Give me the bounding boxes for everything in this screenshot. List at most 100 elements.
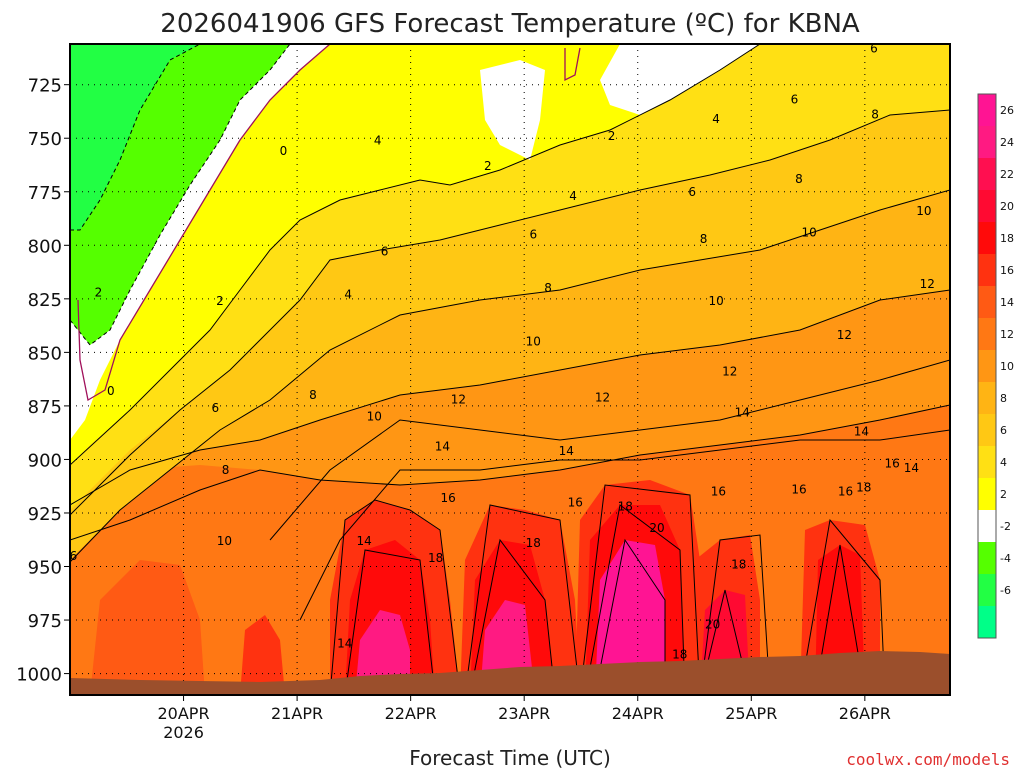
isotherm-10: [70, 404, 950, 541]
contour-label: 14: [904, 461, 919, 475]
contour-label: 16: [838, 485, 853, 499]
contour-label: 2: [608, 129, 616, 143]
colorbar-band: [978, 94, 996, 126]
colorbar-frame: [977, 93, 997, 639]
colorbar-band: [978, 414, 996, 446]
contour-label: 18: [618, 500, 633, 514]
x-tick-label-26APR: 26APR: [839, 704, 891, 723]
contour-label: 10: [708, 294, 723, 308]
contour-label: 14: [356, 534, 371, 548]
y-tick-label-875: 875: [28, 397, 62, 418]
x-tick-label-20APR: 20APR: [158, 704, 210, 723]
contour-label: 14: [854, 425, 869, 439]
contour-label: 18: [526, 536, 541, 550]
colorbar-tick-label: -4: [1000, 552, 1011, 565]
contour-label: 16: [568, 495, 583, 509]
contour-label: 12: [837, 328, 852, 342]
y-tick-label-900: 900: [28, 450, 62, 471]
warm-core-20apr: [90, 560, 205, 695]
contour-label: 18: [856, 480, 871, 494]
contour-label: 6: [688, 185, 696, 199]
isotherm-0: [77, 44, 331, 402]
contour-label: 10: [367, 410, 382, 424]
y-tick-label-750: 750: [28, 129, 62, 150]
colorbar-tick-label: 16: [1000, 264, 1014, 277]
colorbar-band: [978, 510, 996, 542]
colorbar-band: [978, 158, 996, 190]
colorbar-tick-label: 12: [1000, 328, 1014, 341]
warm-core-24apr-pink: [595, 540, 665, 695]
contour-label: 6: [791, 93, 799, 107]
contour-label: 16: [440, 491, 455, 505]
contour-label: 14: [735, 405, 750, 419]
contour-label: 18: [731, 557, 746, 571]
colorbar-band: [978, 478, 996, 510]
contour-label: 4: [374, 133, 382, 147]
plot-area: 2062044668108101414161812142246810121416…: [70, 44, 950, 695]
x-tick-label-22APR: 22APR: [385, 704, 437, 723]
contour-label: 16: [884, 457, 899, 471]
contour-label: 8: [700, 232, 708, 246]
isotherm-0-upper: [564, 47, 581, 82]
isotherm-lines: [70, 44, 950, 695]
isotherm-minus2: [70, 44, 291, 346]
contour-label: 18: [428, 551, 443, 565]
colorbar: 26 24 22 20 18 16 14 12 10 8 6 4 2 -2 -4 -6: [977, 93, 1014, 639]
contour-label: 6: [381, 245, 389, 259]
y-tick-label-1000: 1000: [16, 665, 62, 686]
gridlines: [70, 44, 950, 695]
colorbar-band: [978, 446, 996, 478]
isotherm-16: [329, 484, 886, 695]
isotherm-18: [344, 504, 866, 695]
contour-label: 0: [280, 144, 288, 158]
isotherm-14: [299, 429, 950, 621]
colorbar-tick-label: 8: [1000, 392, 1007, 405]
isotherm-minus4: [70, 44, 201, 231]
contour-label: 16: [791, 482, 806, 496]
y-tick-label-975: 975: [28, 611, 62, 632]
contour-label: 10: [217, 534, 232, 548]
y-tick-label-850: 850: [28, 343, 62, 364]
colorbar-band: [978, 222, 996, 254]
contour-label: 8: [309, 388, 317, 402]
colorbar-tick-label: -2: [1000, 520, 1011, 533]
contour-label: 8: [544, 281, 552, 295]
ground-surface: [70, 651, 950, 695]
colorbar-tick-label: 4: [1000, 456, 1007, 469]
x-tick-label-23APR: 23APR: [498, 704, 550, 723]
contour-label: 14: [435, 440, 450, 454]
contour-label: 2: [95, 285, 103, 299]
contour-label: 8: [871, 108, 879, 122]
colorbar-band: [978, 574, 996, 606]
band-2c: [70, 44, 760, 465]
contour-label: 10: [802, 225, 817, 239]
contour-label: 12: [920, 277, 935, 291]
colorbar-tick-label: 6: [1000, 424, 1007, 437]
colorbar-band: [978, 254, 996, 286]
contour-label: 4: [344, 288, 352, 302]
warm-core-22apr-pink: [355, 610, 410, 695]
contour-label: 2: [216, 294, 224, 308]
colorbar-tick-label: 26: [1000, 104, 1014, 117]
colorbar-band: [978, 382, 996, 414]
colorbar-band: [978, 190, 996, 222]
colorbar-band: [978, 606, 996, 638]
isotherm-6: [70, 189, 950, 563]
y-tick-label-825: 825: [28, 290, 62, 311]
x-tick-sublabel-2026: 2026: [163, 723, 204, 742]
plot-frame: [69, 43, 951, 696]
band-minus4c-green: [70, 44, 200, 230]
colorbar-band: [978, 126, 996, 158]
colorbar-tick-label: 14: [1000, 296, 1014, 309]
isotherm-12: [269, 359, 950, 541]
x-tick-label-24APR: 24APR: [612, 704, 664, 723]
colorbar-tick-label: 18: [1000, 232, 1014, 245]
x-axis-label: Forecast Time (UTC): [409, 746, 611, 768]
contour-label: 6: [70, 549, 78, 563]
contour-label: 4: [569, 189, 577, 203]
colorbar-band: [978, 318, 996, 350]
isotherm-4: [70, 109, 950, 516]
y-tick-label-950: 950: [28, 558, 62, 579]
